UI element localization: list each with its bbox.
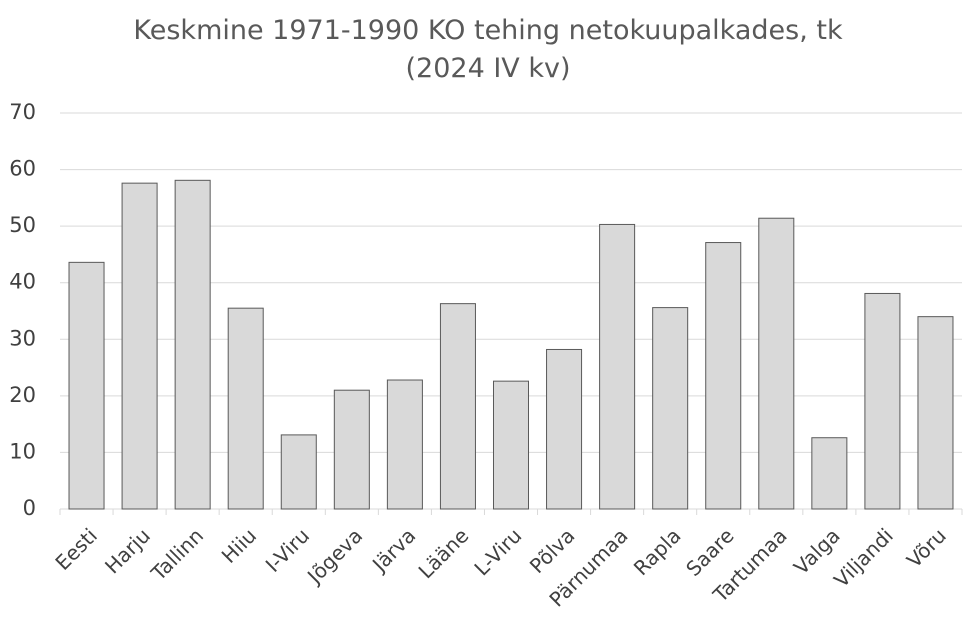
bar bbox=[174, 179, 211, 510]
bar bbox=[227, 307, 264, 510]
bar bbox=[333, 389, 370, 510]
bar bbox=[652, 307, 689, 510]
bar bbox=[705, 242, 742, 510]
bar bbox=[546, 348, 583, 510]
x-tick-label: L-Viru bbox=[469, 523, 526, 580]
x-tick-label: Hiiu bbox=[217, 523, 261, 567]
x-tick-label: Harju bbox=[100, 523, 155, 578]
y-tick-label: 60 bbox=[9, 157, 36, 181]
y-tick-label: 40 bbox=[9, 270, 36, 294]
y-tick-label: 70 bbox=[9, 100, 36, 124]
x-tick-label: Eesti bbox=[51, 523, 102, 574]
chart-title: Keskmine 1971-1990 KO tehing netokuupalk… bbox=[133, 15, 843, 84]
x-tick-label: Järva bbox=[366, 523, 420, 577]
x-tick-label: Lääne bbox=[414, 523, 474, 583]
y-tick-label: 50 bbox=[9, 213, 36, 237]
y-tick-label: 0 bbox=[23, 496, 36, 520]
bar bbox=[917, 316, 954, 510]
x-tick-label: Tallinn bbox=[146, 523, 208, 585]
bar bbox=[864, 292, 901, 510]
bar bbox=[492, 380, 530, 510]
bar bbox=[386, 379, 423, 510]
x-tick-label: Viljandi bbox=[829, 523, 898, 592]
y-tick-label: 10 bbox=[9, 439, 36, 463]
bar bbox=[280, 434, 317, 510]
bar bbox=[121, 182, 158, 510]
x-tick-label: Jõgeva bbox=[301, 523, 367, 589]
bar bbox=[439, 303, 476, 510]
bar bbox=[68, 261, 105, 510]
y-tick-label: 20 bbox=[9, 383, 36, 407]
bar bbox=[811, 437, 848, 510]
x-tick-label: Võru bbox=[902, 523, 951, 572]
bar bbox=[758, 217, 795, 510]
bar bbox=[599, 223, 636, 510]
x-tick-label: Rapla bbox=[629, 523, 686, 580]
y-tick-label: 30 bbox=[9, 326, 36, 350]
